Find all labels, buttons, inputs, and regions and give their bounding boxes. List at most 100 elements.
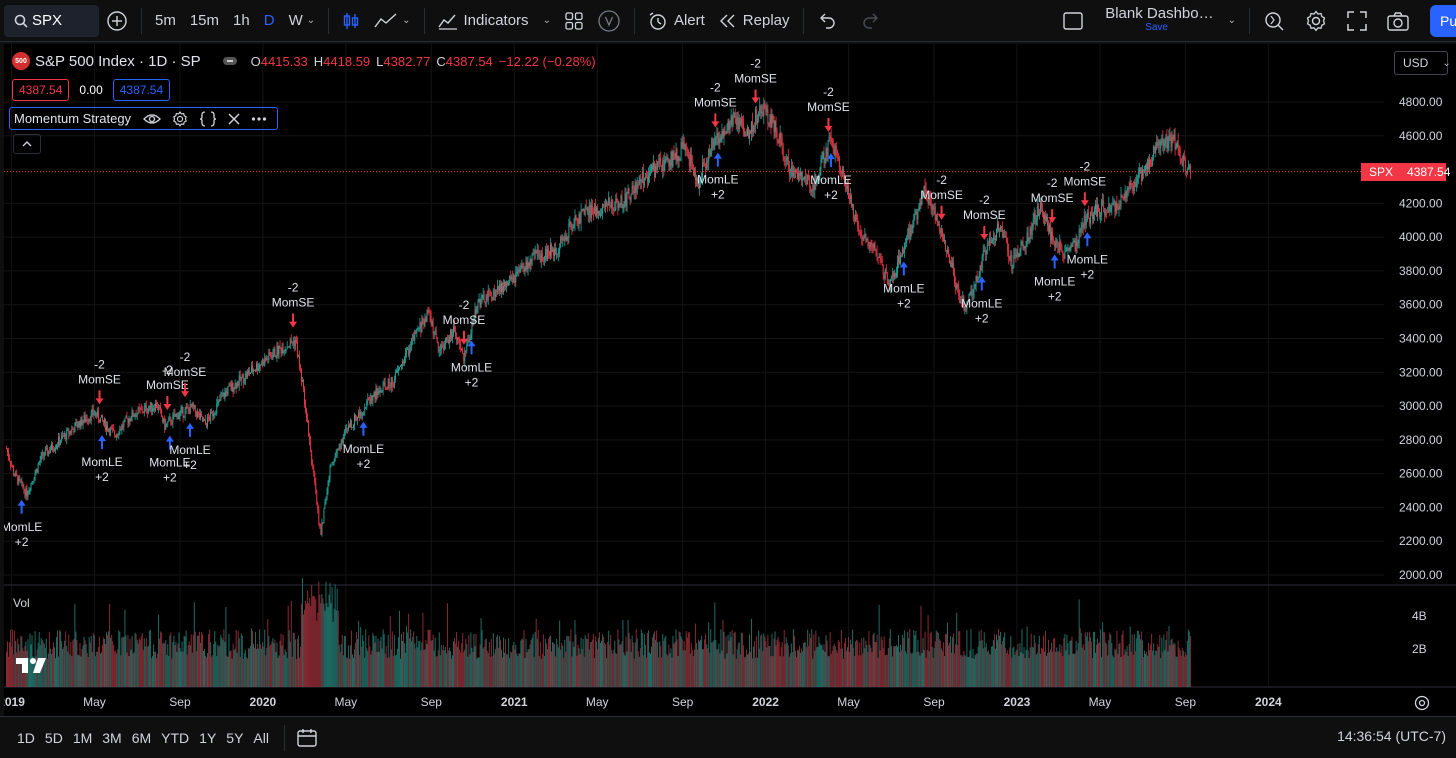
candle-body — [351, 420, 352, 428]
symbol-search-button[interactable]: SPX — [4, 4, 99, 37]
candle-body — [169, 417, 171, 419]
eye-icon[interactable] — [143, 113, 161, 125]
pine-editor-button[interactable] — [590, 0, 628, 42]
bar-style-button[interactable] — [335, 0, 367, 42]
timeframe-1h[interactable]: 1h — [226, 0, 257, 42]
more-icon[interactable] — [251, 116, 267, 122]
close-icon[interactable] — [228, 113, 240, 125]
candle-body — [443, 344, 445, 350]
candle-body — [925, 188, 927, 197]
publish-button[interactable]: Pu — [1430, 5, 1456, 37]
quick-search-button[interactable] — [1256, 0, 1292, 42]
candle-body — [1024, 246, 1026, 249]
redo-button[interactable] — [854, 0, 888, 42]
candle-body — [223, 392, 225, 398]
compare-symbol-button[interactable] — [99, 0, 135, 42]
currency-select[interactable]: USD ⌄ — [1394, 51, 1451, 75]
layout-save-link[interactable]: Save — [1145, 21, 1168, 33]
range-all[interactable]: All — [253, 729, 269, 746]
chevron-down-icon[interactable]: ⌄ — [1227, 15, 1236, 26]
candle-body — [78, 421, 80, 427]
layout-name-button[interactable]: Blank Dashbo… Save ⌄ — [1098, 0, 1243, 42]
templates-button[interactable] — [558, 0, 590, 42]
candle-body — [1099, 209, 1101, 217]
candle-body — [92, 409, 94, 415]
range-ytd[interactable]: YTD — [161, 729, 190, 746]
candle-body — [783, 157, 785, 161]
candle-body — [1119, 206, 1121, 208]
candle-body — [812, 184, 814, 191]
line-style-button[interactable]: ⌄ — [367, 0, 417, 42]
range-6m[interactable]: 6M — [131, 729, 152, 746]
candle-body — [341, 439, 343, 443]
chevron-down-icon[interactable]: ⌄ — [306, 15, 316, 26]
alert-button[interactable]: Alert — [641, 0, 712, 42]
candle-body — [853, 204, 855, 219]
price-chart[interactable]: MomLE+2-2MomSEMomLE+2-2MomSEMomLE+2-2Mom… — [4, 44, 1456, 716]
goto-date-button[interactable] — [297, 728, 317, 748]
candle-body — [593, 204, 595, 214]
indicators-button[interactable]: Indicators ⌄ — [431, 0, 558, 42]
candle-body — [226, 391, 228, 395]
candle-body — [45, 447, 47, 450]
candle-body — [357, 416, 359, 421]
timeframe-15m[interactable]: 15m — [183, 0, 226, 42]
replay-button[interactable]: Replay — [712, 0, 797, 42]
candle-body — [264, 357, 266, 366]
signal-label: -2 — [936, 173, 947, 187]
candle-body — [540, 253, 542, 262]
layout-select-button[interactable] — [1056, 0, 1090, 42]
symbol-title[interactable]: S&P 500 Index · 1D · SP — [35, 52, 201, 70]
fullscreen-button[interactable] — [1340, 0, 1374, 42]
chevron-down-icon[interactable]: ⌄ — [402, 15, 411, 26]
sell-button[interactable]: 4387.54 — [12, 79, 70, 101]
candle-body — [342, 436, 344, 443]
candle-body — [719, 138, 721, 143]
candle-body — [398, 367, 400, 370]
candle-body — [1165, 137, 1167, 140]
buy-button[interactable]: 4387.54 — [112, 79, 171, 101]
range-5d[interactable]: 5D — [44, 729, 63, 746]
signal-long-entry: MomLE+2 — [343, 421, 384, 471]
axis-settings-icon[interactable] — [1414, 695, 1430, 711]
signal-label: -2 — [162, 363, 173, 377]
candle-body — [323, 508, 325, 524]
range-5y[interactable]: 5Y — [226, 729, 244, 746]
collapse-legend-button[interactable] — [13, 134, 41, 154]
range-1d[interactable]: 1D — [17, 729, 35, 746]
signal-label: -2 — [180, 350, 191, 364]
timeframe-5m[interactable]: 5m — [148, 0, 183, 42]
candle-body — [927, 201, 929, 204]
candle-body — [899, 256, 900, 264]
range-3m[interactable]: 3M — [102, 729, 122, 746]
candle-body — [396, 370, 398, 372]
volume-label[interactable]: Vol — [13, 596, 30, 610]
chart-pane[interactable]: MomLE +2 -2 MomSE MomLE +2 -2 MomSE MomLE +2 -2 Mom… — [4, 44, 1456, 716]
candle-body — [632, 186, 634, 190]
timeframe-d[interactable]: D — [257, 0, 282, 42]
candle-body — [1163, 143, 1165, 146]
candle-body — [945, 240, 946, 251]
undo-button[interactable] — [810, 0, 844, 42]
range-1y[interactable]: 1Y — [199, 729, 217, 746]
chevron-down-icon[interactable]: ⌄ — [542, 15, 551, 26]
range-1m[interactable]: 1M — [72, 729, 93, 746]
clock[interactable]: 14:36:54 (UTC-7) — [1337, 728, 1446, 744]
tradingview-logo[interactable] — [16, 656, 50, 679]
candle-body — [774, 120, 776, 133]
strategy-legend[interactable]: Momentum Strategy — [9, 107, 278, 130]
candle-body — [669, 165, 671, 166]
candle-body — [641, 171, 643, 180]
candle-body — [986, 245, 988, 251]
market-status-icon[interactable] — [222, 57, 237, 65]
settings-button[interactable] — [1298, 0, 1334, 42]
candle-body — [1057, 241, 1059, 247]
timeframe-w[interactable]: W ⌄ — [282, 0, 323, 42]
source-code-icon[interactable] — [199, 110, 217, 127]
snapshot-button[interactable] — [1380, 0, 1416, 42]
candle-body — [527, 263, 529, 270]
price-axis-label: 3600.00 — [1399, 298, 1443, 312]
candle-body — [358, 411, 360, 417]
gear-icon[interactable] — [172, 110, 188, 127]
candle-body — [552, 249, 553, 252]
